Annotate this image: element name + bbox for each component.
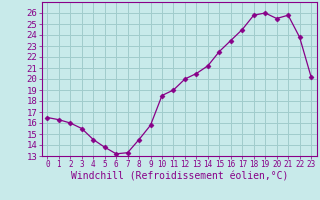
X-axis label: Windchill (Refroidissement éolien,°C): Windchill (Refroidissement éolien,°C) [70,172,288,182]
